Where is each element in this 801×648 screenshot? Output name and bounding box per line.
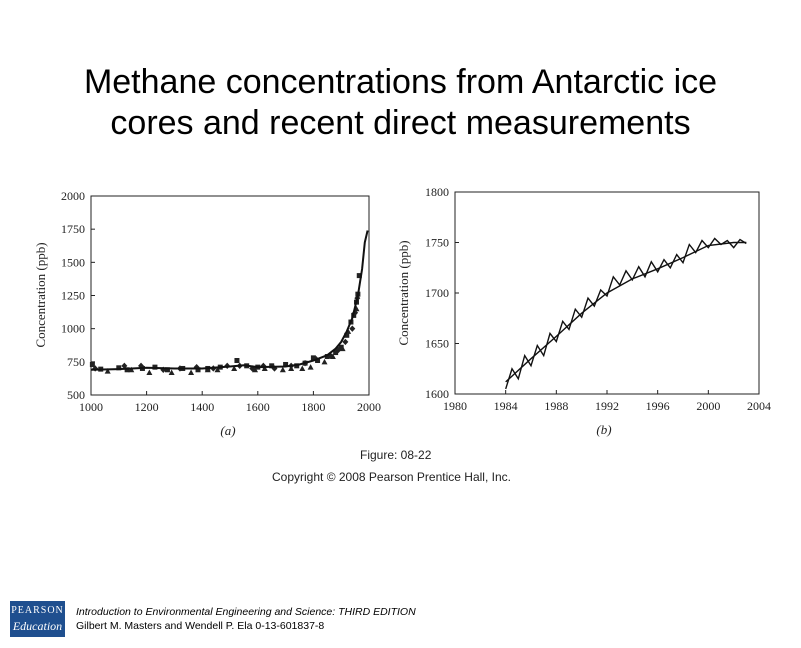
- chart-a-y-tick-label: 500: [67, 388, 85, 402]
- chart-a-point-triangle: [214, 366, 221, 373]
- logo-line-1: PEARSON: [11, 605, 64, 616]
- chart-a-point-triangle: [252, 366, 259, 373]
- logo-line-2: Education: [12, 619, 63, 633]
- chart-a-y-tick-label: 750: [67, 355, 85, 369]
- chart-a-point-square: [333, 350, 339, 356]
- chart-a-point-diamond: [342, 338, 349, 346]
- chart-a-y-tick-label: 1500: [61, 255, 85, 269]
- chart-a-point-square: [324, 354, 330, 360]
- chart-a-point-square: [344, 332, 350, 338]
- chart-a-x-tick-label: 1600: [246, 400, 270, 414]
- chart-b-x-tick-label: 1988: [544, 399, 568, 413]
- chart-a-y-tick-label: 1750: [61, 222, 85, 236]
- chart-a-point-diamond: [349, 325, 356, 332]
- figure-number: Figure: 08-22: [360, 448, 432, 462]
- slide-title-line-2: cores and recent direct measurements: [110, 104, 691, 142]
- chart-a-x-tick-label: 1200: [135, 400, 159, 414]
- chart-b-y-tick-label: 1750: [425, 236, 449, 250]
- chart-b-x-ticks: 1980 1984 1988 1992 1996 2000 2004: [443, 390, 771, 413]
- chart-a-trend-line: [90, 230, 369, 371]
- chart-a-point-triangle: [299, 365, 306, 371]
- chart-a-point-square: [124, 367, 130, 373]
- chart-a-point-square: [338, 344, 344, 350]
- chart-b-y-axis-label: Concentration (ppb): [396, 240, 411, 345]
- chart-b-x-tick-label: 1996: [646, 399, 670, 413]
- book-title: Introduction to Environmental Engineerin…: [76, 606, 416, 618]
- chart-b-x-tick-label: 2000: [696, 399, 720, 413]
- chart-a-point-square: [89, 361, 95, 367]
- chart-b-y-tick-label: 1700: [425, 286, 449, 300]
- chart-b-y-tick-label: 1800: [425, 185, 449, 199]
- chart-a-point-square: [310, 355, 316, 361]
- chart-a-axes: [90, 195, 370, 396]
- book-authors: Gilbert M. Masters and Wendell P. Ela 0-…: [76, 620, 325, 632]
- chart-a-point-triangle: [128, 366, 135, 373]
- chart-a-point-diamond: [121, 362, 128, 370]
- chart-a-point-triangle: [204, 366, 211, 373]
- copyright-notice: Copyright © 2008 Pearson Prentice Hall, …: [272, 470, 511, 484]
- chart-a-y-tick-label: 1250: [61, 289, 85, 303]
- chart-b-x-tick-label: 1992: [595, 399, 619, 413]
- chart-a: 1000 1200 1400 1600 1800 2000 500 750 1000 1250 1…: [33, 189, 381, 438]
- chart-b-trend-line: [505, 241, 747, 383]
- chart-a-point-triangle: [261, 365, 268, 371]
- chart-b-y-ticks: 1600 1650 1700 1750 1800: [425, 185, 459, 401]
- chart-a-point-triangle: [307, 364, 314, 370]
- chart-b-y-tick-label: 1650: [425, 337, 449, 351]
- chart-a-x-tick-label: 1800: [301, 400, 325, 414]
- chart-b-y-tick-label: 1600: [425, 387, 449, 401]
- chart-a-x-tick-label: 2000: [357, 400, 381, 414]
- chart-a-point-triangle: [231, 365, 238, 371]
- chart-a-y-ticks: 500 750 1000 1250 1500 1750 2000: [61, 189, 95, 402]
- chart-a-point-triangle: [329, 353, 336, 360]
- chart-a-marks: [89, 273, 362, 375]
- slide-title-line-1: Methane concentrations from Antarctic ic…: [83, 63, 718, 101]
- chart-a-point-triangle: [104, 368, 111, 374]
- chart-a-point-square: [234, 358, 240, 364]
- slide-title: Methane concentrations from Antarctic ic…: [0, 62, 801, 144]
- chart-a-point-square: [195, 367, 201, 373]
- chart-b-monthly-line: [505, 237, 747, 390]
- chart-a-point-square: [356, 273, 362, 279]
- book-citation: Introduction to Environmental Engineerin…: [76, 605, 416, 633]
- chart-a-panel-label: (a): [220, 423, 235, 438]
- chart-a-point-square: [283, 361, 289, 367]
- chart-b-x-tick-label: 1980: [443, 399, 467, 413]
- chart-a-point-diamond: [92, 365, 99, 372]
- chart-a-y-tick-label: 1000: [61, 322, 85, 336]
- chart-a-x-tick-label: 1000: [79, 400, 103, 414]
- chart-a-point-square: [116, 365, 122, 371]
- chart-a-point-triangle: [321, 358, 328, 365]
- chart-b: 1980 1984 1988 1992 1996 2000 2004 1600 1650 170…: [396, 185, 771, 437]
- chart-a-point-triangle: [188, 369, 195, 375]
- chart-b-panel-label: (b): [596, 422, 611, 437]
- chart-a-y-axis-label: Concentration (ppb): [33, 242, 48, 347]
- chart-a-x-tick-label: 1400: [190, 400, 214, 414]
- chart-b-x-tick-label: 1984: [494, 399, 518, 413]
- pearson-logo: PEARSON Education: [10, 601, 65, 637]
- chart-a-point-square: [164, 367, 170, 373]
- chart-b-x-tick-label: 2004: [747, 399, 771, 413]
- chart-a-point-triangle: [279, 366, 286, 373]
- chart-a-point-triangle: [146, 369, 153, 375]
- chart-a-frame: [90, 195, 370, 396]
- chart-a-y-tick-label: 2000: [61, 189, 85, 203]
- chart-a-point-triangle: [168, 369, 175, 375]
- chart-a-x-ticks: 1000 1200 1400 1600 1800 2000: [79, 391, 381, 414]
- chart-a-point-diamond: [160, 366, 167, 373]
